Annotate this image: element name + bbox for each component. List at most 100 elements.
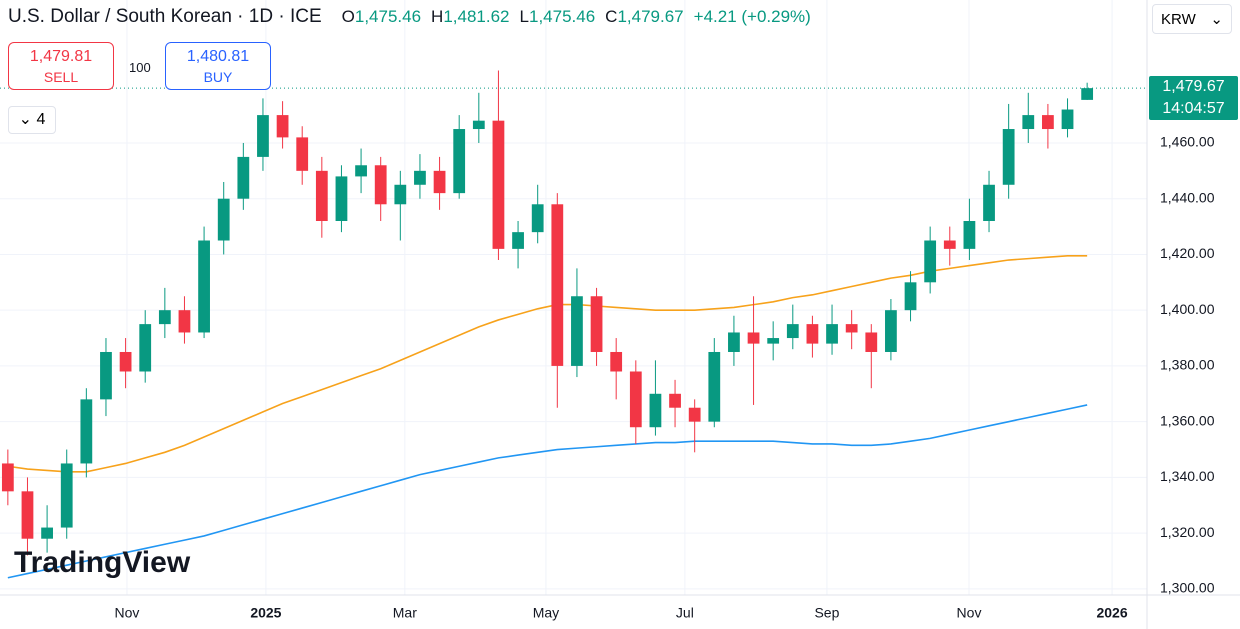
candle-body (786, 324, 799, 339)
candle-body (257, 115, 269, 157)
candle-body (21, 491, 34, 539)
sell-label: SELL (43, 69, 79, 85)
x-tick-label: Mar (393, 605, 417, 621)
candle-body (629, 371, 642, 428)
x-tick-label: Nov (957, 605, 982, 621)
currency-select[interactable]: KRW ⌄ (1152, 4, 1232, 34)
last-price-box: 1,479.67 14:04:57 (1149, 76, 1238, 121)
logo: TradingView (14, 546, 191, 579)
candle-body (708, 351, 721, 422)
x-tick-label: Sep (814, 605, 839, 621)
x-tick-label: 2026 (1096, 605, 1127, 621)
candle-body (158, 310, 171, 325)
plot (0, 0, 1147, 595)
y-tick-label: 1,460.00 (1160, 134, 1215, 150)
candle-body (943, 240, 956, 249)
candle-body (885, 310, 897, 352)
candle-body (845, 324, 858, 333)
candle-body (60, 463, 73, 528)
ohlc-item: H1,481.62 (431, 7, 509, 27)
candle-body (649, 393, 662, 428)
candle-body (1002, 129, 1015, 185)
candle-body (1081, 88, 1094, 100)
symbol: U.S. Dollar / South Korean · 1D · ICE (8, 6, 322, 27)
ohlc-key: C (605, 7, 618, 26)
candle-body (237, 156, 250, 199)
candle-body (41, 527, 53, 539)
x-tick-label: Nov (115, 605, 140, 621)
candle-body (826, 324, 838, 344)
candle-body (1042, 115, 1054, 130)
candle-body (276, 115, 289, 138)
buy-price: 1,480.81 (186, 48, 250, 65)
ohlc-value: 1,479.67 (617, 7, 684, 26)
y-tick-label: 1,300.00 (1160, 580, 1215, 596)
y-tick-label: 1,340.00 (1160, 468, 1215, 484)
candle-body (1022, 115, 1035, 130)
spread: 100 (129, 60, 151, 75)
candle-body (139, 324, 152, 372)
candle-body (453, 129, 466, 194)
ohlc: O1,475.46 H1,481.62 L1,475.46 C1,479.67 … (342, 7, 811, 27)
ohlc-item: O1,475.46 (342, 7, 421, 27)
candle-body (355, 165, 367, 177)
ohlc-item: L1,475.46 (520, 7, 596, 27)
y-tick-label: 1,320.00 (1160, 524, 1215, 540)
candle-body (394, 184, 407, 205)
candle-body (924, 240, 937, 283)
candle-body (590, 296, 603, 352)
candle-body (551, 204, 564, 366)
candle-body (100, 351, 112, 400)
candle-body (296, 137, 309, 171)
y-tick-label: 1,400.00 (1160, 301, 1215, 317)
x-tick-label: 2025 (250, 605, 281, 621)
candle-body (983, 184, 995, 221)
indicator-count: 4 (36, 111, 46, 128)
x-tick-label: Jul (676, 605, 694, 621)
ohlc-value: 1,481.62 (443, 7, 510, 26)
change: +4.21 (+0.29%) (693, 7, 811, 26)
moving-average (7, 255, 1088, 473)
buy-label: BUY (203, 69, 233, 85)
ohlc-key: H (431, 7, 444, 26)
candle-body (512, 232, 524, 249)
ohlc-value: 1,475.46 (528, 7, 596, 26)
candle-body (433, 170, 446, 194)
x-tick-label: May (533, 605, 559, 621)
candle-body (531, 204, 544, 233)
candle-body (414, 170, 426, 185)
candle-body (767, 338, 780, 344)
ohlc-key: L (519, 7, 529, 26)
ohlc-item: C1,479.67 (605, 7, 683, 27)
y-tick-label: 1,380.00 (1160, 357, 1215, 373)
y-tick-label: 1,420.00 (1160, 245, 1215, 261)
candle-body (315, 170, 328, 221)
ohlc-value: 1,475.46 (354, 7, 422, 26)
currency: KRW (1161, 11, 1196, 28)
candle-body (669, 393, 681, 408)
sell-button[interactable]: 1,479.81 SELL (8, 42, 114, 90)
candle-body (472, 120, 485, 130)
candle-body (806, 324, 819, 344)
candle-body (374, 165, 387, 205)
indicators-toggle[interactable]: ⌄ 4 (8, 106, 56, 134)
candle-body (963, 221, 976, 249)
candle-body (1, 463, 14, 492)
candle-body (610, 351, 623, 372)
candle-body (335, 176, 348, 221)
candle-body (688, 407, 701, 422)
buy-button[interactable]: 1,480.81 BUY (165, 42, 271, 90)
y-tick-label: 1,360.00 (1160, 412, 1215, 428)
ohlc-key: O (341, 7, 355, 26)
candle-body (865, 332, 878, 352)
candle-body (198, 240, 210, 333)
candle-body (571, 296, 583, 366)
candle-body (217, 198, 230, 241)
header: U.S. Dollar / South Korean · 1D · ICE O1… (8, 6, 811, 28)
y-tick-label: 1,440.00 (1160, 189, 1215, 205)
candle-body (904, 282, 917, 311)
candle-body (728, 332, 740, 352)
candle-body (80, 399, 93, 464)
last-price-label: 1,479.67 (1162, 78, 1225, 96)
